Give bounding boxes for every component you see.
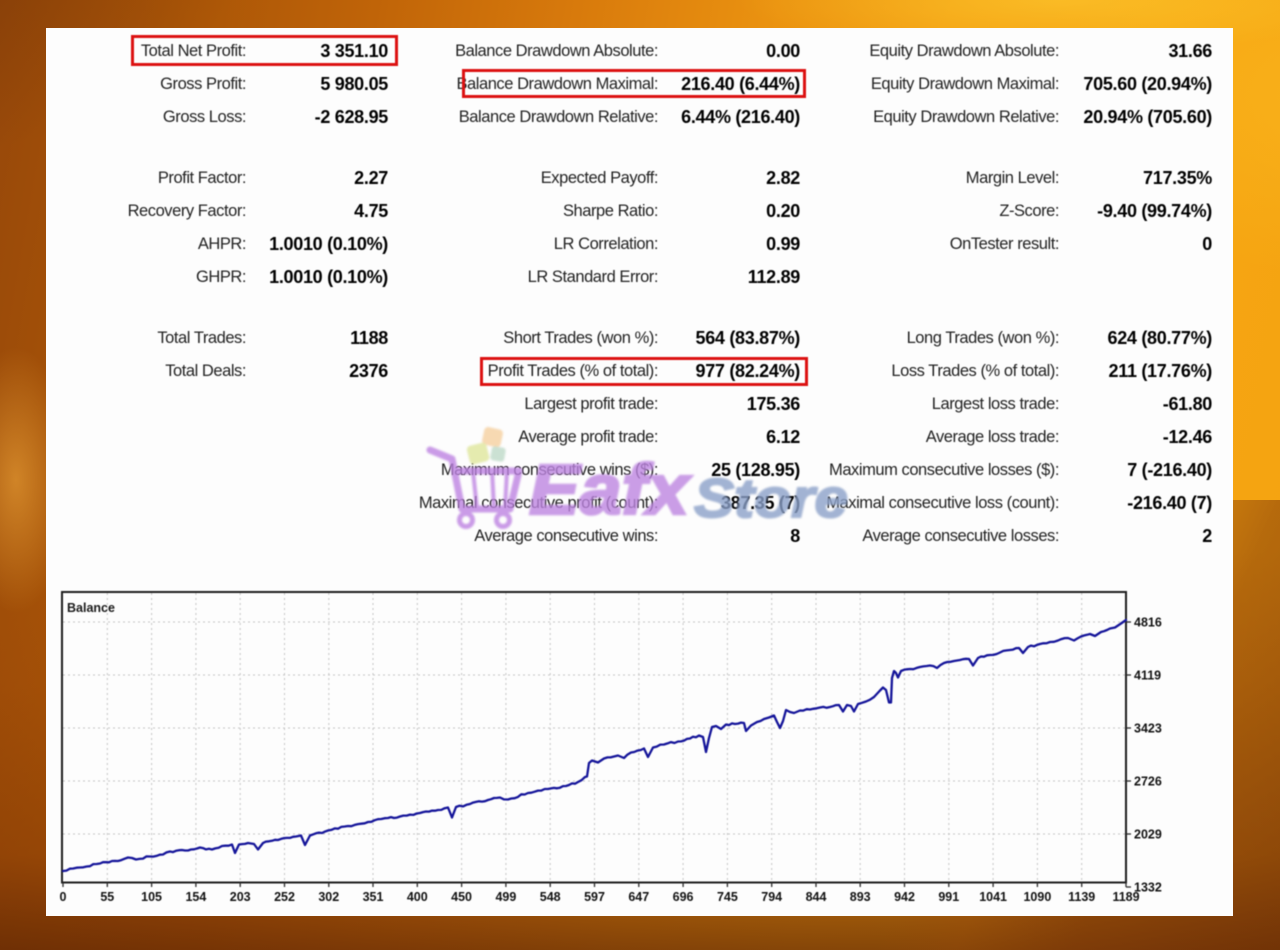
svg-text:3423: 3423 — [1134, 722, 1162, 736]
svg-text:351: 351 — [363, 890, 384, 904]
svg-text:450: 450 — [451, 890, 472, 904]
svg-text:844: 844 — [806, 890, 827, 904]
svg-text:597: 597 — [584, 890, 605, 904]
svg-text:154: 154 — [185, 890, 206, 904]
svg-text:696: 696 — [673, 890, 694, 904]
svg-text:55: 55 — [100, 890, 114, 904]
svg-text:0: 0 — [60, 890, 67, 904]
svg-text:252: 252 — [274, 890, 295, 904]
svg-text:499: 499 — [495, 890, 516, 904]
svg-text:1090: 1090 — [1023, 890, 1051, 904]
svg-text:1332: 1332 — [1134, 881, 1162, 895]
svg-text:302: 302 — [318, 890, 339, 904]
svg-text:548: 548 — [540, 890, 561, 904]
svg-text:1139: 1139 — [1068, 890, 1095, 904]
svg-text:2726: 2726 — [1134, 775, 1162, 789]
svg-text:647: 647 — [628, 890, 649, 904]
svg-text:991: 991 — [938, 890, 959, 904]
svg-text:1041: 1041 — [979, 890, 1007, 904]
svg-text:400: 400 — [407, 890, 428, 904]
svg-text:203: 203 — [230, 890, 251, 904]
svg-text:Eafx: Eafx — [529, 451, 692, 530]
svg-text:4119: 4119 — [1134, 669, 1161, 683]
svg-text:794: 794 — [761, 890, 782, 904]
svg-text:745: 745 — [717, 890, 738, 904]
svg-text:942: 942 — [894, 890, 915, 904]
svg-text:Balance: Balance — [67, 601, 115, 615]
svg-text:1189: 1189 — [1112, 890, 1139, 904]
svg-text:105: 105 — [141, 890, 162, 904]
svg-text:2029: 2029 — [1134, 828, 1162, 842]
svg-text:893: 893 — [850, 890, 871, 904]
svg-text:4816: 4816 — [1134, 616, 1162, 630]
svg-text:Store: Store — [694, 467, 848, 529]
